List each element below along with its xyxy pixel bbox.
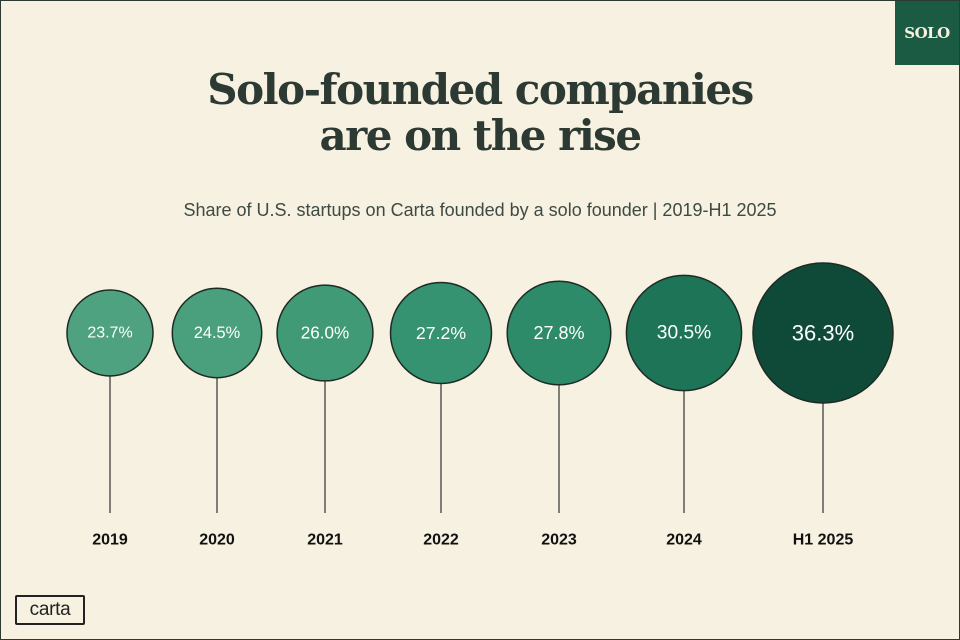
category-label: 2023 bbox=[541, 532, 577, 549]
title-line-2: are on the rise bbox=[319, 111, 642, 160]
data-bubble bbox=[171, 287, 263, 379]
chart-title: Solo-founded companies are on the rise bbox=[1, 67, 959, 159]
category-label: 2024 bbox=[666, 532, 702, 549]
category-label: 2020 bbox=[199, 532, 235, 549]
title-line-1: Solo-founded companies bbox=[207, 65, 754, 114]
category-label: 2022 bbox=[423, 532, 459, 549]
data-bubble bbox=[276, 284, 374, 382]
category-label: H1 2025 bbox=[793, 532, 854, 549]
data-label: 27.2% bbox=[416, 323, 466, 343]
solo-badge: SOLO bbox=[895, 1, 959, 65]
data-label: 27.8% bbox=[533, 323, 584, 343]
data-bubble bbox=[752, 262, 894, 404]
chart-subtitle: Share of U.S. startups on Carta founded … bbox=[183, 200, 777, 220]
carta-logo: carta bbox=[15, 595, 85, 625]
data-label: 30.5% bbox=[657, 323, 711, 344]
data-label: 36.3% bbox=[792, 321, 854, 346]
data-bubble bbox=[506, 280, 612, 386]
data-bubble bbox=[389, 281, 493, 385]
data-label: 24.5% bbox=[194, 324, 240, 342]
data-label: 23.7% bbox=[87, 325, 132, 342]
category-label: 2021 bbox=[307, 532, 343, 549]
data-bubble bbox=[66, 289, 154, 377]
data-label: 26.0% bbox=[301, 324, 349, 343]
category-label: 2019 bbox=[92, 532, 128, 549]
data-bubble bbox=[625, 274, 743, 392]
